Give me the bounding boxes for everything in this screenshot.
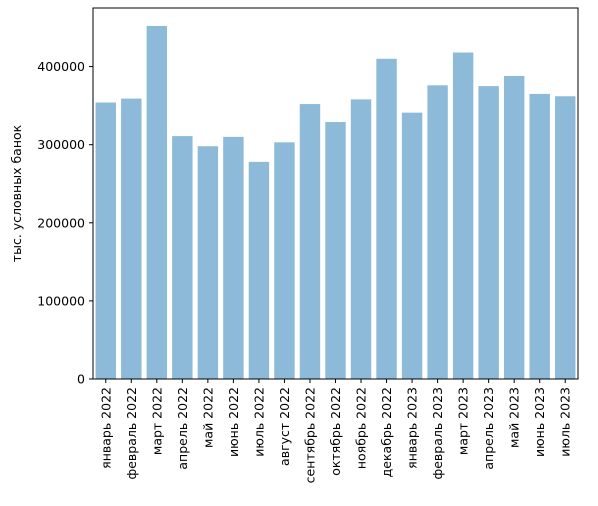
bar: [427, 85, 448, 379]
y-axis-ticks: 0 100000 200000 300000 400000: [37, 59, 93, 387]
bars-group: [95, 25, 576, 380]
bar: [121, 98, 142, 379]
y-tick-label: 400000: [37, 59, 85, 74]
bar: [299, 104, 321, 379]
x-tick-label: январь 2023: [405, 387, 420, 469]
bar: [223, 136, 244, 379]
y-axis-title: тыс. условных банок: [9, 124, 24, 262]
x-tick-label: март 2023: [456, 387, 471, 455]
bar: [376, 58, 397, 380]
x-axis-ticks: январь 2022 февраль 2022 март 2022 апрель 2…: [98, 379, 573, 483]
x-tick-label: март 2022: [149, 387, 164, 455]
x-tick-label: май 2023: [507, 387, 522, 448]
bar: [197, 146, 219, 379]
bar: [503, 75, 525, 379]
x-tick-label: май 2022: [200, 387, 215, 448]
x-tick-label: октябрь 2022: [328, 387, 343, 476]
bar: [325, 122, 346, 379]
bar: [95, 102, 116, 379]
bar: [452, 52, 474, 380]
y-tick-label: 300000: [37, 137, 85, 152]
x-tick-label: декабрь 2022: [379, 387, 394, 477]
bar: [248, 161, 270, 379]
x-tick-label: апрель 2022: [175, 387, 190, 470]
x-tick-label: июль 2023: [558, 387, 573, 457]
bar: [529, 93, 550, 380]
bar: [555, 96, 576, 379]
x-tick-label: август 2022: [277, 387, 292, 466]
x-tick-label: июль 2022: [251, 387, 266, 457]
y-tick-label: 0: [77, 372, 85, 387]
x-tick-label: январь 2022: [98, 387, 113, 469]
bar: [146, 25, 168, 380]
bar: [274, 142, 295, 379]
y-tick-label: 200000: [37, 215, 85, 230]
x-tick-label: апрель 2023: [481, 387, 496, 470]
x-tick-label: февраль 2022: [124, 387, 139, 479]
bar: [478, 86, 499, 380]
y-tick-label: 100000: [37, 293, 85, 308]
x-tick-label: ноябрь 2022: [354, 387, 369, 469]
x-tick-label: февраль 2023: [430, 387, 445, 479]
bar: [350, 99, 372, 379]
x-tick-label: июнь 2022: [226, 387, 241, 457]
x-tick-label: июнь 2023: [532, 387, 547, 457]
bar: [172, 136, 193, 379]
plot-frame: [92, 7, 579, 380]
bar: [401, 112, 423, 379]
x-tick-label: сентябрь 2022: [302, 387, 317, 483]
